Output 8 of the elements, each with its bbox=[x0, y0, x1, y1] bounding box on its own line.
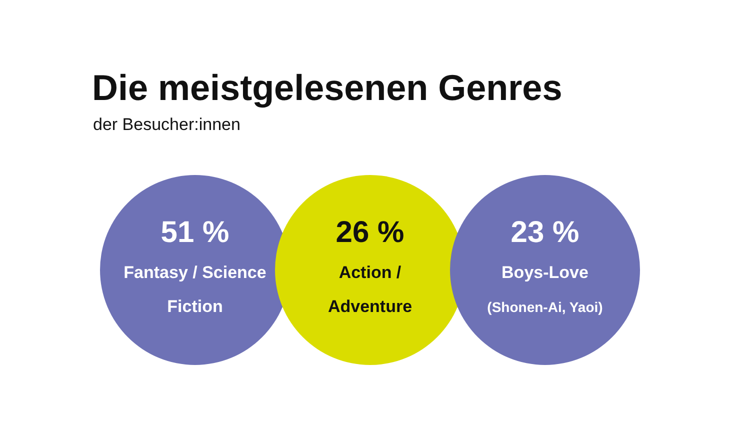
data-label: 51 % bbox=[160, 216, 230, 249]
data-label: 26 % bbox=[336, 216, 404, 249]
text: der Besucher:innen bbox=[93, 115, 240, 134]
data-label: 23 % bbox=[510, 216, 580, 249]
category-label: Boys-Love (Shonen-Ai, Yaoi) bbox=[487, 263, 603, 315]
category-label: Action / Adventure bbox=[328, 263, 412, 316]
text: Die meistgelesenen Genres bbox=[92, 67, 562, 108]
category-label: Fantasy / Science Fiction bbox=[124, 263, 266, 316]
